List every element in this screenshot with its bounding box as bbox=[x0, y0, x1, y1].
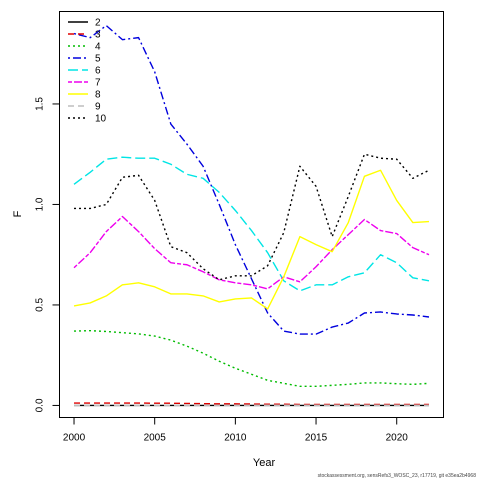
legend-label-10: 10 bbox=[95, 114, 107, 125]
y-axis: 0.0 0.5 1.0 1.5 bbox=[35, 97, 60, 412]
footnote: stockassessment.org, sensRefs3_WOSC_23, … bbox=[318, 473, 477, 479]
y-tick-label-1.0: 1.0 bbox=[35, 197, 46, 211]
series-line-10 bbox=[74, 153, 430, 281]
x-tick-label-2010: 2010 bbox=[224, 433, 247, 444]
x-tick-label-2015: 2015 bbox=[305, 433, 328, 444]
legend-label-8: 8 bbox=[95, 90, 101, 101]
legend-label-7: 7 bbox=[95, 78, 101, 89]
series-line-8 bbox=[73, 169, 430, 310]
legend-label-2: 2 bbox=[95, 18, 101, 29]
series-line-5 bbox=[73, 24, 430, 335]
x-axis-title: Year bbox=[253, 457, 276, 469]
legend-label-9: 9 bbox=[95, 102, 101, 113]
legend-label-5: 5 bbox=[95, 54, 101, 65]
series-line-6 bbox=[73, 156, 430, 292]
x-axis: 2000 2005 2010 2015 2020 bbox=[63, 417, 409, 444]
series-line-3 bbox=[74, 402, 429, 406]
series-line-4 bbox=[74, 329, 430, 388]
x-tick-label-2000: 2000 bbox=[63, 433, 86, 444]
series-layer bbox=[73, 24, 430, 407]
legend-label-3: 3 bbox=[95, 30, 101, 41]
plot-frame bbox=[59, 11, 444, 418]
y-tick-label-0.0: 0.0 bbox=[35, 398, 46, 412]
y-axis-title: F bbox=[12, 210, 24, 217]
x-tick-label-2020: 2020 bbox=[386, 433, 409, 444]
legend-label-6: 6 bbox=[95, 66, 101, 77]
legend-label-4: 4 bbox=[95, 42, 101, 53]
y-tick-label-0.5: 0.5 bbox=[35, 298, 46, 312]
x-tick-label-2005: 2005 bbox=[144, 433, 167, 444]
y-tick-label-1.5: 1.5 bbox=[35, 97, 46, 111]
